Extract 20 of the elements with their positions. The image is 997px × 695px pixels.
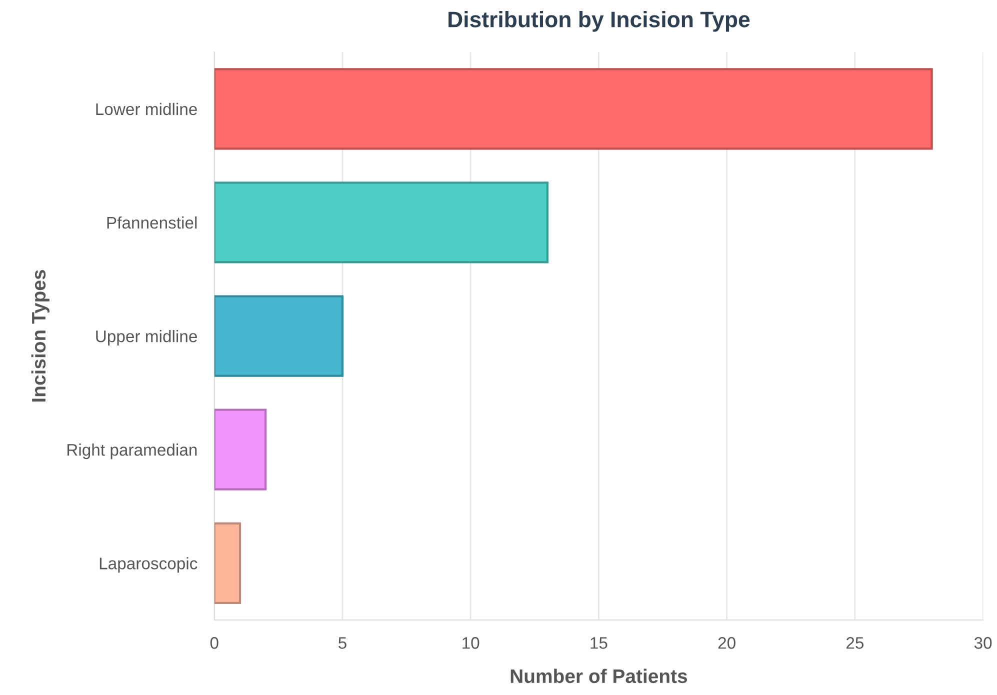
bar [214, 68, 933, 150]
y-tick-label: Right paramedian [68, 444, 197, 460]
x-tick-label: 15 [590, 637, 608, 649]
bar [214, 182, 548, 264]
y-tick-label: Laparoscopic [100, 557, 198, 573]
y-tick-label: Pfannenstiel [107, 216, 197, 229]
x-tick-label: 0 [210, 637, 218, 649]
x-tick-label: 10 [462, 637, 480, 649]
x-axis-title: Number of Patients [510, 668, 688, 684]
y-axis-title: Incision Types [31, 270, 50, 402]
bar [214, 295, 344, 377]
x-tick-label: 20 [718, 637, 736, 649]
bar [214, 408, 267, 490]
y-tick-label: Lower midline [96, 102, 197, 116]
y-tick-label: Upper midline [96, 330, 197, 346]
bar [214, 522, 242, 604]
x-tick-label: 30 [974, 637, 992, 649]
chart-title: Distribution by Incision Type [448, 11, 750, 32]
x-tick-label: 25 [846, 637, 864, 649]
x-tick-label: 5 [338, 637, 346, 649]
